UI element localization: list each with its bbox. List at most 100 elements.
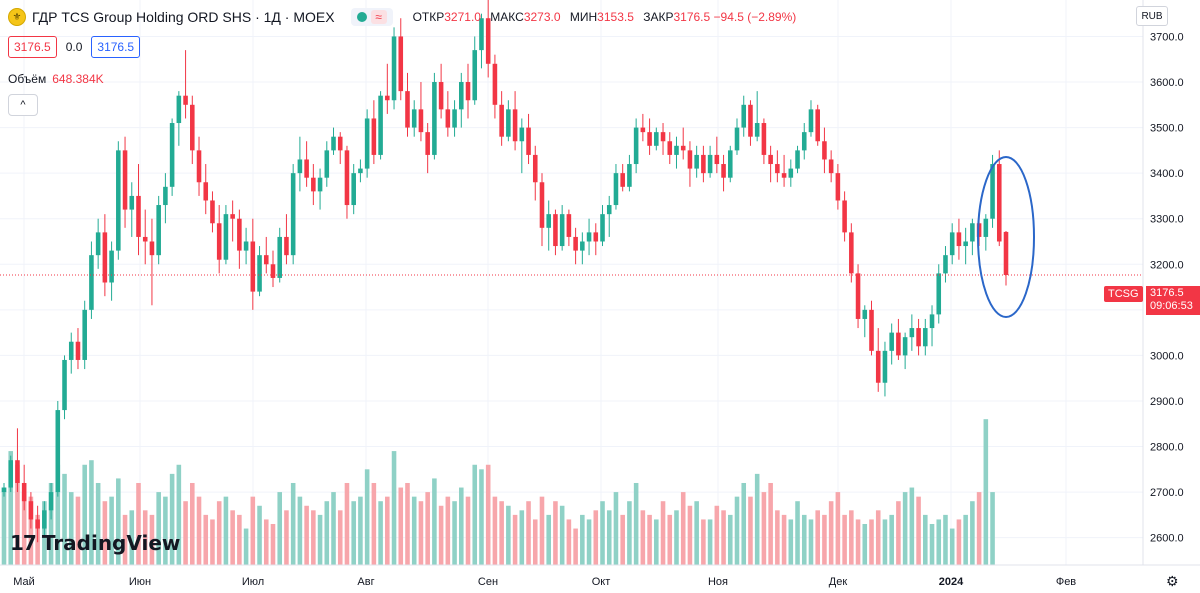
market-status[interactable]: ≈ xyxy=(350,8,393,26)
highlight-ellipse xyxy=(977,156,1035,318)
candle-body xyxy=(916,328,921,347)
candle-body xyxy=(741,104,747,128)
volume-bar xyxy=(573,528,578,565)
time-tick-label: Авг xyxy=(357,576,374,588)
volume-bar xyxy=(418,501,424,565)
candle-body xyxy=(828,159,834,174)
candle-body xyxy=(257,255,262,292)
volume-bar xyxy=(761,492,767,565)
volume-bar xyxy=(176,464,182,565)
candle-body xyxy=(149,241,155,256)
volume-bar xyxy=(15,464,20,565)
ohlc-high-label: МАКС xyxy=(490,10,524,24)
candle-body xyxy=(8,460,14,488)
candle-body xyxy=(620,173,625,187)
candle-body xyxy=(445,109,451,128)
ticker-tag: TCSG xyxy=(1104,286,1143,302)
candle-body xyxy=(405,91,410,128)
candle-body xyxy=(385,95,390,101)
volume-bar xyxy=(546,514,551,565)
tradingview-logo[interactable]: 17 TradingView xyxy=(10,531,180,555)
candle-body xyxy=(55,410,61,493)
currency-selector[interactable]: RUB xyxy=(1136,6,1168,26)
volume-bar xyxy=(781,514,787,565)
candle-body xyxy=(694,154,699,169)
price-tick-label: 2600.0 xyxy=(1150,533,1184,545)
candle-body xyxy=(358,168,363,174)
candle-body xyxy=(822,141,827,160)
candle-body xyxy=(102,232,108,283)
candle-body xyxy=(654,132,659,146)
candle-body xyxy=(68,341,74,360)
volume-bar xyxy=(391,451,397,565)
candle-body xyxy=(89,255,94,310)
candle-body xyxy=(600,214,605,242)
volume-bar xyxy=(75,496,81,565)
volume-bar xyxy=(459,487,464,565)
volume-bar xyxy=(647,514,652,565)
candlestick-series xyxy=(1,0,1009,543)
candle-body xyxy=(163,186,168,206)
collapse-legend-button[interactable]: ^ xyxy=(8,94,38,116)
volume-bar xyxy=(385,496,390,565)
candle-body xyxy=(75,341,81,360)
volume-bar xyxy=(21,492,27,565)
volume-bar xyxy=(801,514,807,565)
volume-bar xyxy=(559,505,565,565)
volume-bar xyxy=(432,478,437,565)
candle-body xyxy=(472,50,478,101)
volume-bar xyxy=(223,496,229,565)
candle-body xyxy=(492,63,498,105)
volume-bar xyxy=(593,510,599,565)
volume-bar xyxy=(452,501,457,565)
volume-bar xyxy=(606,510,612,565)
volume-bar xyxy=(788,519,794,565)
volume-bar xyxy=(512,514,518,565)
time-tick-label: Дек xyxy=(829,576,848,588)
volume-bar xyxy=(916,496,921,565)
candle-body xyxy=(869,309,874,351)
volume-bar xyxy=(210,519,215,565)
candle-body xyxy=(351,173,356,206)
candle-body xyxy=(344,150,350,206)
volume-bar xyxy=(149,514,155,565)
candle-body xyxy=(896,332,901,356)
volume-bar xyxy=(398,487,404,565)
volume-bar xyxy=(89,460,94,565)
gear-icon[interactable]: ⚙ xyxy=(1166,573,1179,589)
volume-bar xyxy=(855,519,861,565)
volume-bar xyxy=(815,510,820,565)
last-price-value: 3176.5 xyxy=(1150,287,1184,299)
volume-bar xyxy=(889,514,894,565)
volume-bar xyxy=(506,505,511,565)
candle-body xyxy=(593,232,599,242)
ohlc-close-value: 3176.5 −94.5 (−2.89%) xyxy=(673,10,797,24)
candle-body xyxy=(364,118,370,169)
ohlc-readout: ОТКР3271.0 МАКС3273.0 МИН3153.5 ЗАКР3176… xyxy=(407,10,797,24)
volume-bar xyxy=(923,514,928,565)
buy-price-button[interactable]: 3176.5 xyxy=(91,36,141,58)
volume-bar xyxy=(701,519,706,565)
volume-bar xyxy=(600,501,605,565)
candle-body xyxy=(176,95,182,124)
volume-bar xyxy=(627,501,632,565)
sell-price-button[interactable]: 3176.5 xyxy=(8,36,57,58)
chart-title[interactable]: ГДР TCS Group Holding ORD SHS · 1Д · MOE… xyxy=(32,9,335,25)
candle-body xyxy=(465,82,471,101)
volume-bar xyxy=(324,501,330,565)
volume-bar xyxy=(237,514,242,565)
candle-body xyxy=(640,127,646,133)
candle-body xyxy=(963,241,968,247)
volume-bar xyxy=(263,519,269,565)
price-tick-label: 2800.0 xyxy=(1150,442,1184,454)
candle-body xyxy=(808,109,814,133)
price-tick-label: 2900.0 xyxy=(1150,396,1184,408)
candle-body xyxy=(983,218,989,237)
volume-bar xyxy=(674,510,679,565)
candle-body xyxy=(761,123,767,155)
candle-body xyxy=(499,104,504,137)
candle-body xyxy=(882,350,888,383)
volume-bar xyxy=(156,492,161,565)
candle-body xyxy=(889,332,894,351)
